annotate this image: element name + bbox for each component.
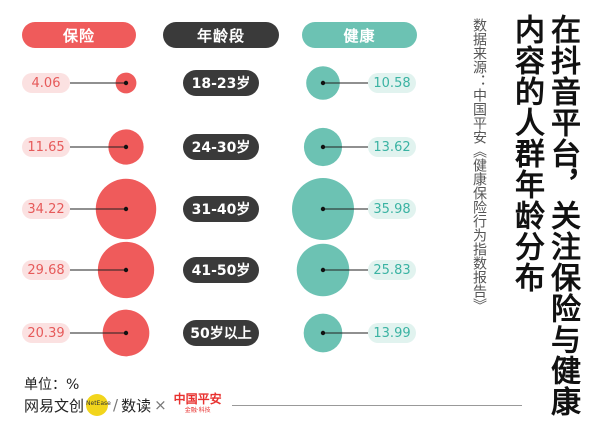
insurance-header: 保险 (22, 22, 136, 48)
insurance-value-label: 29.68 (22, 260, 70, 280)
health-header: 健康 (302, 22, 417, 48)
brand-pingan-logo: 中国平安 金融·科技 (173, 392, 222, 414)
health-center-dot (320, 144, 326, 150)
age-group-label: 18-23岁 (183, 70, 259, 96)
health-value-label: 35.98 (368, 199, 416, 219)
data-source: 数据来源：中国平安《健康保险行为指数报告》 (471, 18, 487, 312)
separator: / (113, 396, 119, 414)
unit-label: 单位：% (24, 377, 80, 393)
health-center-dot (320, 267, 326, 273)
brand-shudu: 数读 (121, 396, 152, 415)
age-group-label: 50岁以上 (183, 320, 259, 346)
health-center-dot (320, 206, 326, 212)
insurance-value-label: 34.22 (22, 199, 70, 219)
health-value-label: 13.99 (368, 323, 416, 343)
health-center-dot (320, 80, 326, 86)
page-title: 在抖音平台，关注保险与健康内容的人群年龄分布 (509, 14, 580, 417)
insurance-center-dot (123, 330, 129, 336)
age-group-label: 31-40岁 (183, 196, 259, 222)
insurance-center-dot (123, 206, 129, 212)
footer-divider (232, 405, 522, 406)
netease-logo-icon: NetEase (86, 394, 111, 416)
times-sign: × (154, 396, 167, 414)
insurance-center-dot (123, 80, 129, 86)
age-group-label: 41-50岁 (183, 257, 259, 283)
insurance-value-label: 20.39 (22, 323, 70, 343)
insurance-center-dot (123, 144, 129, 150)
health-value-label: 25.83 (368, 260, 416, 280)
insurance-center-dot (123, 267, 129, 273)
insurance-value-label: 11.65 (22, 137, 70, 157)
health-value-label: 13.62 (368, 137, 416, 157)
health-center-dot (320, 330, 326, 336)
brand-netease-wenchuang: 网易文创 (24, 396, 85, 415)
age-group-label: 24-30岁 (183, 134, 259, 160)
insurance-value-label: 4.06 (22, 73, 70, 93)
age-header: 年龄段 (163, 22, 279, 48)
footer-brands: 网易文创 NetEase / 数读 × 中国平安 金融·科技 (24, 392, 222, 416)
health-value-label: 10.58 (368, 73, 416, 93)
